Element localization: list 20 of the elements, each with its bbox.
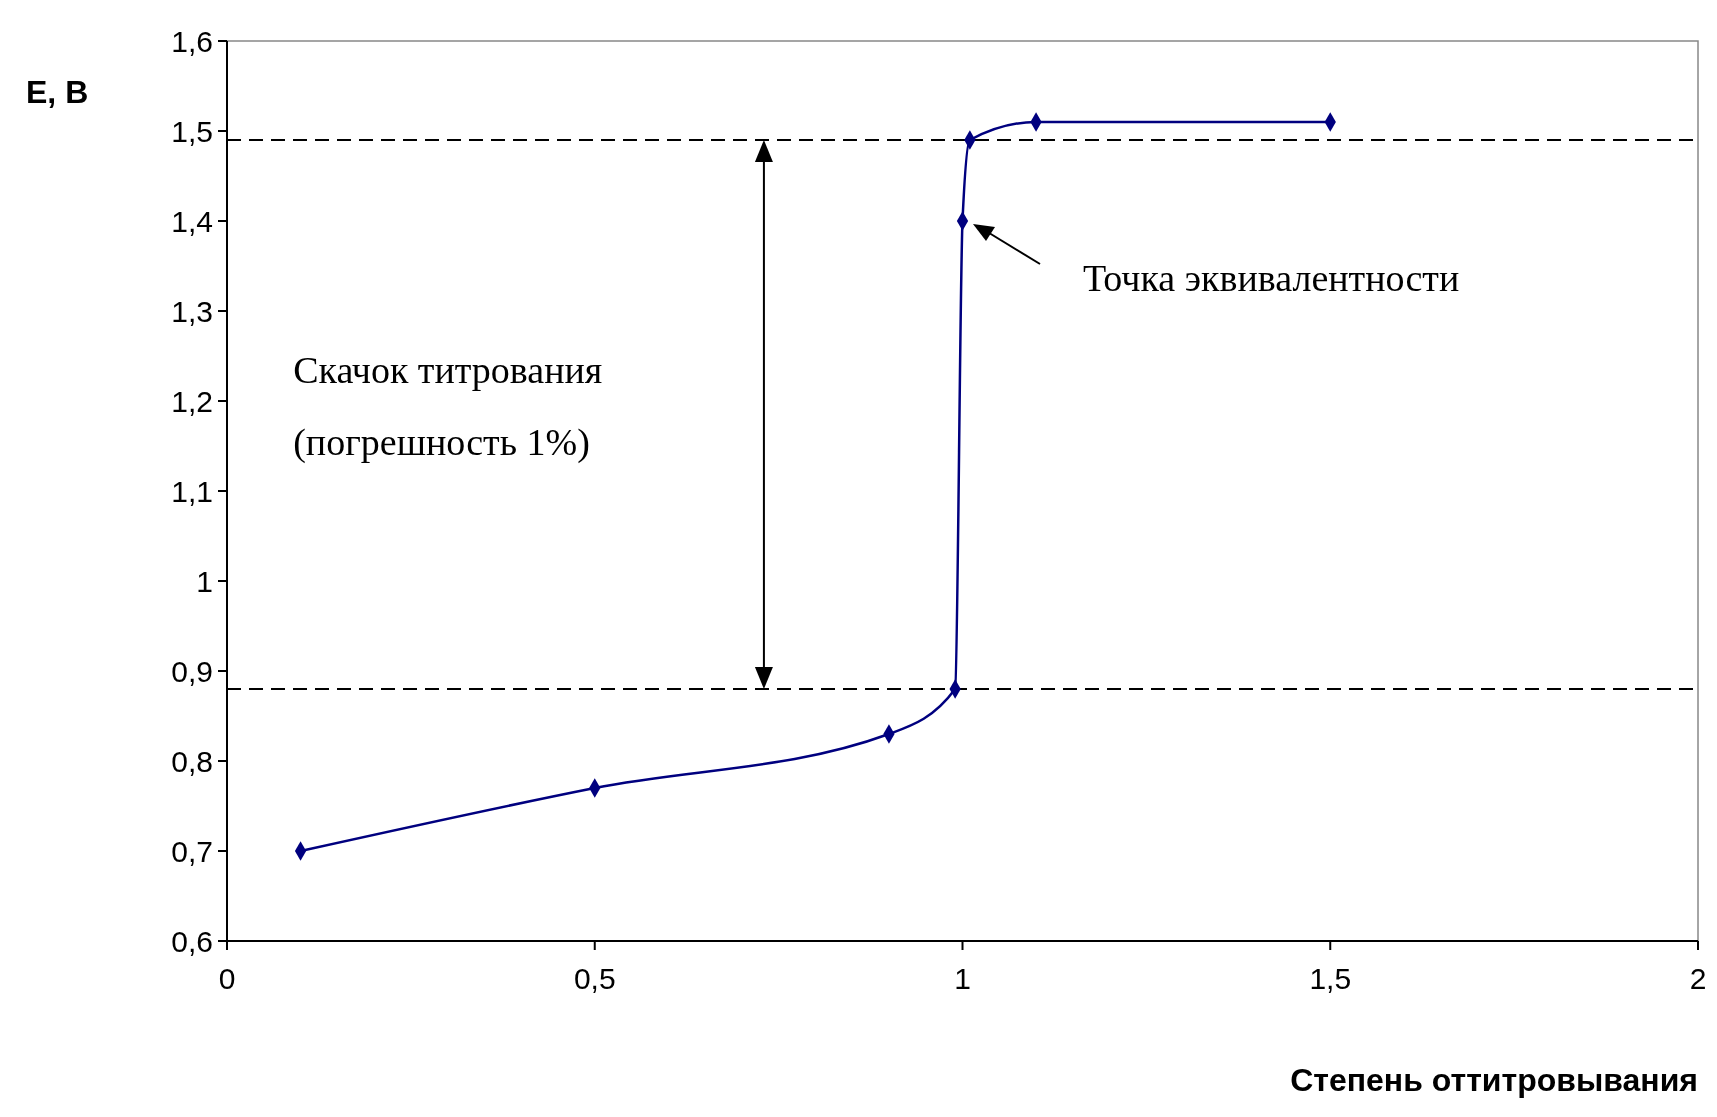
- y-tick-label: 1,5: [171, 114, 213, 148]
- x-axis-title: Степень оттитровывания: [1290, 1062, 1698, 1098]
- y-tick-label: 1,3: [171, 294, 213, 328]
- y-axis-title: E, В: [26, 74, 89, 110]
- y-tick-label: 0,8: [171, 744, 213, 778]
- x-tick-label: 2: [1689, 962, 1707, 995]
- y-tick-label: 1,4: [171, 204, 213, 238]
- y-tick-label: 0,7: [171, 834, 213, 868]
- annotation: Точка эквивалентности: [1083, 257, 1460, 299]
- y-tick-label: 1,6: [171, 24, 213, 58]
- y-tick-label: 0,6: [171, 924, 213, 958]
- x-tick-label: 0,5: [573, 962, 616, 995]
- x-tick-label: 1: [954, 962, 971, 995]
- y-tick-label: 1,1: [171, 474, 213, 508]
- y-tick-label: 0,9: [171, 654, 213, 688]
- y-tick-label: 1: [196, 564, 213, 598]
- y-tick-label: 1,2: [171, 384, 213, 418]
- x-tick-label: 0: [218, 962, 236, 995]
- x-tick-label: 1,5: [1309, 962, 1352, 995]
- annotation: Скачок титрования (погрешность 1%): [293, 349, 603, 464]
